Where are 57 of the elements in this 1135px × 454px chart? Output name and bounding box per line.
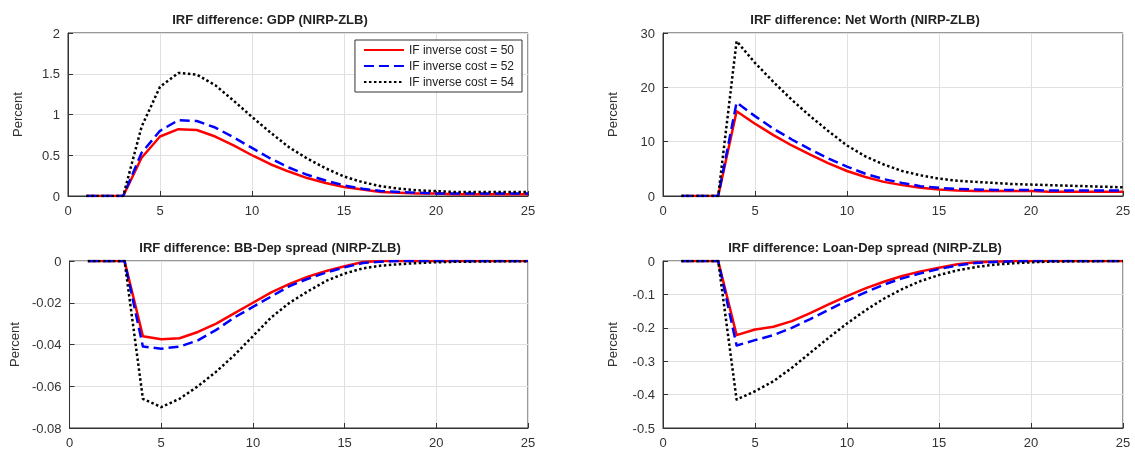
x-tick-label: 0 <box>659 203 667 218</box>
y-axis-title: Percent <box>10 91 25 137</box>
x-tick-label: 15 <box>336 203 352 218</box>
y-tick-label: -0.1 <box>632 286 655 302</box>
y-tick-label: -0.06 <box>31 378 62 394</box>
x-tick-label: 10 <box>245 435 261 450</box>
y-tick-label: -0.2 <box>632 320 655 336</box>
chart-title: IRF difference: GDP (NIRP-ZLB) <box>172 12 368 27</box>
legend-label: IF inverse cost = 52 <box>408 59 515 73</box>
y-tick-label: -0.08 <box>31 420 62 436</box>
x-tick-label: 20 <box>429 435 444 450</box>
x-tick-label: 25 <box>520 435 536 450</box>
x-tick-label: 20 <box>1023 435 1039 450</box>
x-tick-label: 15 <box>931 203 947 218</box>
y-tick-label: 0.5 <box>41 147 60 163</box>
x-tick-label: 0 <box>65 435 74 450</box>
y-tick-label: -0.4 <box>632 387 655 403</box>
y-tick-label: -0.02 <box>31 295 62 311</box>
x-tick-label: 25 <box>1115 435 1131 450</box>
y-tick-label: 1 <box>52 107 60 122</box>
y-axis-title: Percent <box>605 321 620 367</box>
x-tick-label: 5 <box>157 435 165 450</box>
y-tick-label: 30 <box>640 25 655 41</box>
legend-label: IF inverse cost = 54 <box>408 75 515 89</box>
y-tick-label: 0 <box>647 253 655 269</box>
x-tick-label: 10 <box>839 435 855 450</box>
y-tick-label: -0.3 <box>632 353 655 369</box>
x-tick-label: 10 <box>244 203 260 218</box>
y-tick-label: 0 <box>54 253 62 269</box>
x-tick-label: 15 <box>337 435 352 450</box>
chart-title: IRF difference: Loan-Dep spread (NIRP-ZLB) <box>728 240 1002 255</box>
y-tick-label: 2 <box>52 25 60 41</box>
line-series <box>680 259 1125 401</box>
x-tick-label: 5 <box>751 435 759 450</box>
x-tick-label: 5 <box>156 203 164 218</box>
chart-title: IRF difference: BB-Dep spread (NIRP-ZLB) <box>139 240 401 255</box>
y-tick-label: 0 <box>647 188 655 204</box>
y-tick-label: 1.5 <box>41 66 60 82</box>
x-tick-label: 20 <box>1023 203 1039 218</box>
chart-title: IRF difference: Net Worth (NIRP-ZLB) <box>750 12 980 27</box>
x-tick-label: 0 <box>659 435 667 450</box>
x-tick-label: 0 <box>64 203 72 218</box>
x-tick-label: 10 <box>839 203 855 218</box>
y-tick-label: 10 <box>640 134 655 150</box>
y-axis-title: Percent <box>605 91 620 137</box>
y-tick-label: 0 <box>52 188 60 204</box>
y-tick-label: 20 <box>640 79 655 95</box>
y-axis-title: Percent <box>7 321 22 367</box>
x-tick-label: 25 <box>520 203 536 218</box>
y-tick-label: -0.5 <box>632 420 655 436</box>
y-tick-label: -0.04 <box>31 337 62 352</box>
x-tick-label: 25 <box>1115 203 1131 218</box>
x-tick-label: 15 <box>931 435 947 450</box>
legend-label: IF inverse cost = 50 <box>408 43 515 57</box>
x-tick-label: 5 <box>751 203 759 218</box>
line-series <box>680 39 1125 198</box>
x-tick-label: 20 <box>428 203 444 218</box>
